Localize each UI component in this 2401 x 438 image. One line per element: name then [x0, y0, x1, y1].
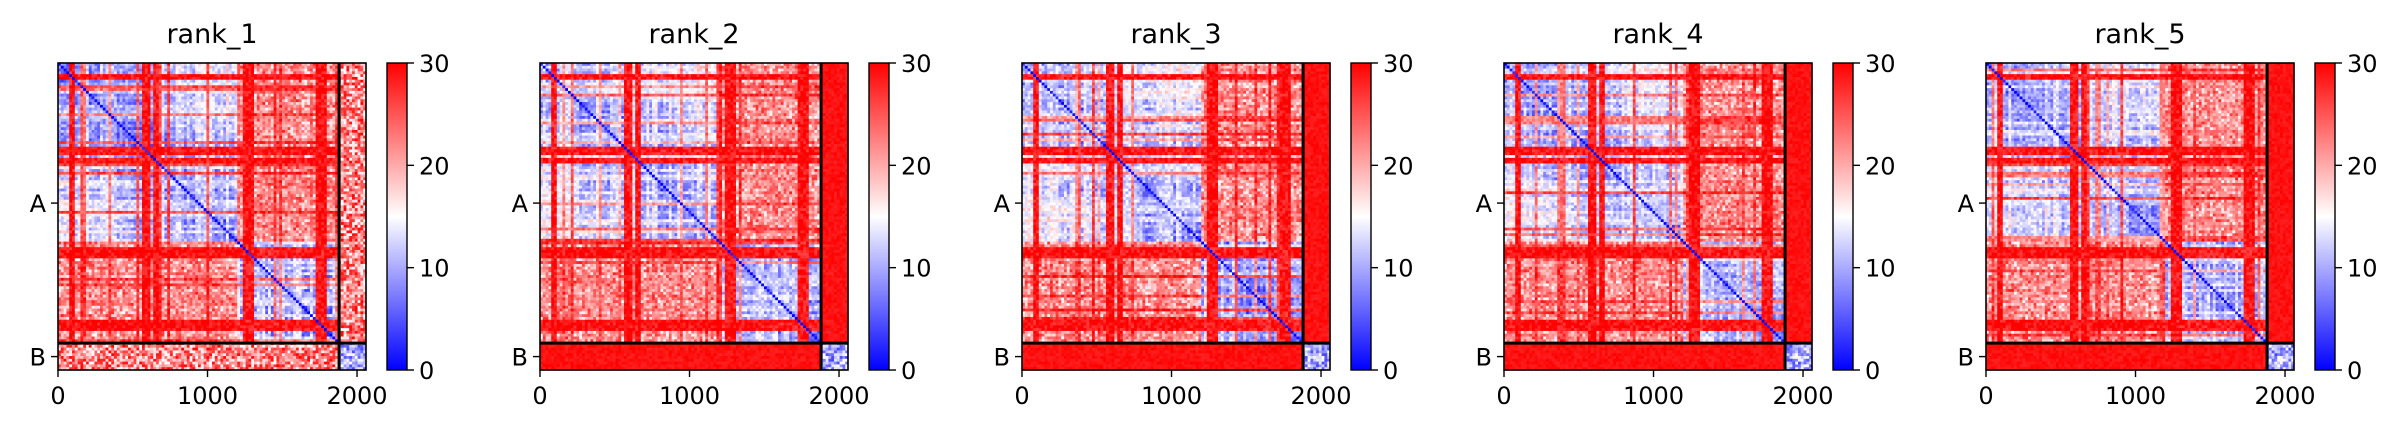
heatmap: [58, 63, 367, 371]
panel-title: rank_1: [166, 19, 257, 50]
